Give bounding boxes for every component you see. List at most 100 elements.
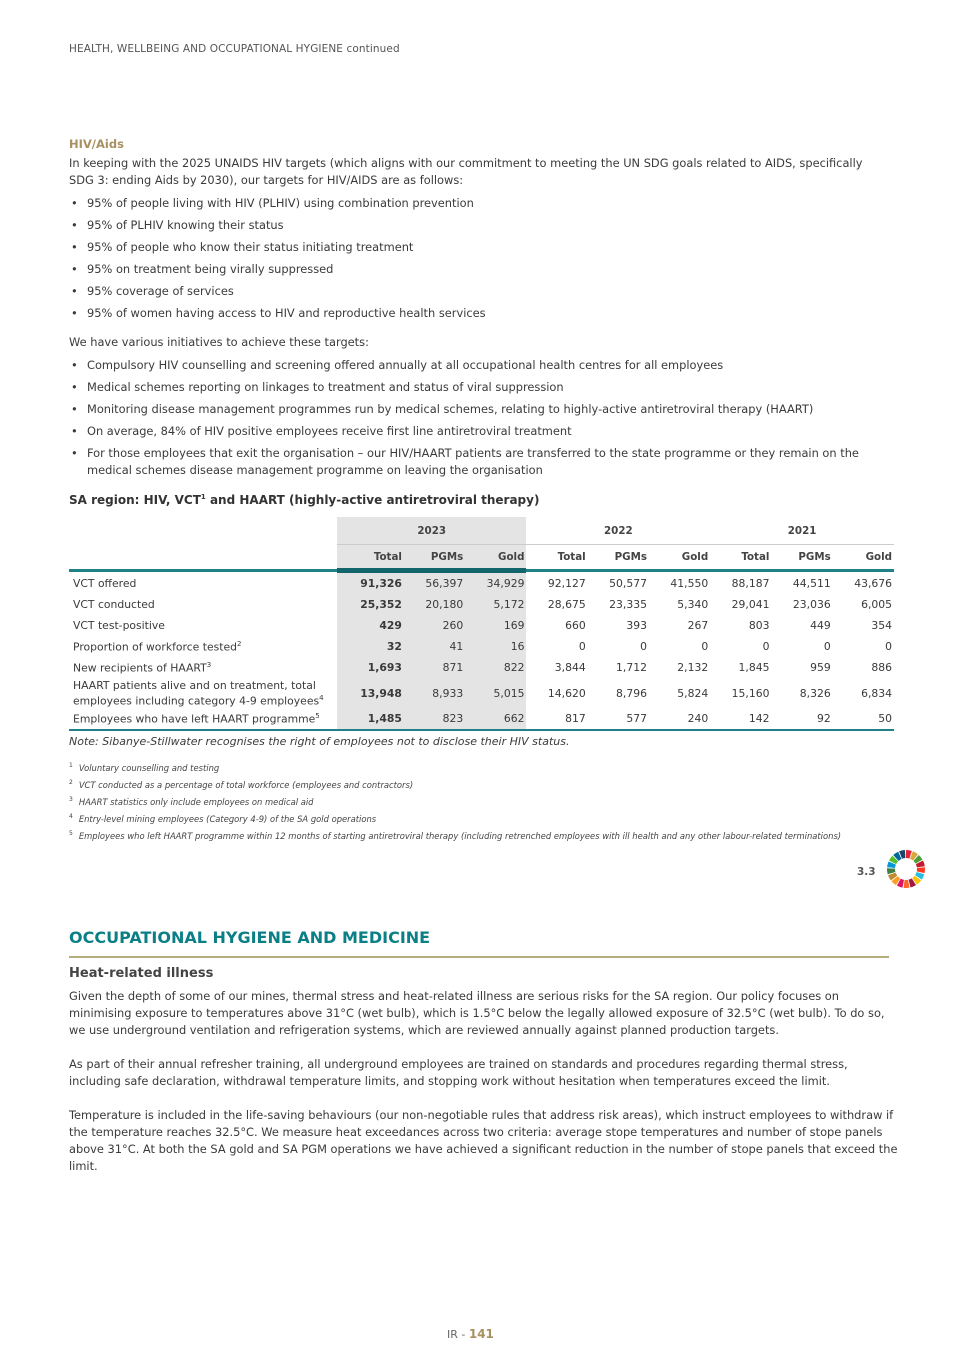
table-title-sup: 1 <box>200 493 206 501</box>
table-cell: 0 <box>701 640 709 653</box>
table-cell: 822 <box>465 657 527 678</box>
paragraph: As part of their annual refresher traini… <box>69 1057 848 1088</box>
initiative-item: For those employees that exit the organi… <box>69 445 889 479</box>
footnote-number: 2 <box>69 779 73 786</box>
initiative-item: Monitoring disease management programmes… <box>69 401 889 418</box>
table-cell: 14,620 <box>547 686 586 700</box>
row-label-text: New recipients of HAART <box>73 661 207 675</box>
sdg-wheel-segment <box>913 854 923 864</box>
table-cell: 91,326 <box>337 570 404 594</box>
column-header: PGMs <box>771 544 833 572</box>
table-cell: 32 <box>337 636 404 657</box>
target-item: 95% coverage of services <box>69 283 889 300</box>
row-label: Employees who have left HAART programme5 <box>69 708 337 731</box>
table-cell: 2,132 <box>677 661 709 674</box>
table-cell: 871 <box>403 657 466 678</box>
table-cell: 88,187 <box>731 576 770 590</box>
initiative-item: Medical schemes reporting on linkages to… <box>69 379 889 396</box>
table-cell: 577 <box>587 708 649 731</box>
page-prefix: IR - <box>447 1328 469 1341</box>
table-cell: 41,550 <box>670 576 709 590</box>
initiatives-list: Compulsory HIV counselling and screening… <box>69 357 889 479</box>
footnote: 1 Voluntary counselling and testing <box>69 760 878 774</box>
footnote-text: Employees who left HAART programme withi… <box>78 830 842 841</box>
hiv-table: 2023 2022 2021 Total PGMs Gold Total PGMs Gol… <box>69 517 894 731</box>
sdg-wheel-segment <box>888 872 898 881</box>
row-label: VCT test-positive <box>69 615 337 636</box>
table-cell: 393 <box>626 619 647 632</box>
table-cell: 44,511 <box>792 576 831 590</box>
table-cell: 20,180 <box>403 594 466 615</box>
table-row: Proportion of workforce tested2 32 41 16 0 0 0… <box>69 636 894 657</box>
table-cell: 56,397 <box>403 570 466 594</box>
table-cell: 28,675 <box>547 598 586 611</box>
sdg-wheel-segment <box>888 855 899 865</box>
table-row: VCT test-positive 429 260 169 660 393 267 803 44… <box>69 615 894 636</box>
page-number: IR - 141 <box>447 1327 494 1341</box>
footnote: 5 Employees who left HAART programme with… <box>69 828 878 842</box>
column-header: PGMs <box>587 544 649 572</box>
table-cell: 0 <box>885 640 892 653</box>
table-cell: 662 <box>465 708 527 731</box>
sdg-target-number: 3.3 <box>857 866 876 878</box>
table-cell: 8,933 <box>403 678 466 708</box>
table-cell: 43,676 <box>854 576 892 590</box>
hiv-section: HIV/Aids In keeping with the 2025 UNAIDS… <box>69 137 889 484</box>
row-label: HAART patients alive and on treatment, t… <box>69 678 337 708</box>
blank-header <box>69 544 337 572</box>
row-label: Proportion of workforce tested2 <box>69 636 337 657</box>
table-cell: 3,844 <box>554 661 586 674</box>
sdg-wheel-segment <box>896 878 904 888</box>
table-title-text: SA region: HIV, VCT <box>69 493 201 507</box>
subheading: Heat-related illness <box>69 966 214 981</box>
target-item: 95% of PLHIV knowing their status <box>69 217 889 234</box>
sdg-wheel-segment <box>916 867 925 874</box>
column-header: Gold <box>832 544 894 572</box>
sdg-wheel-icon <box>887 850 925 888</box>
table-cell: 354 <box>871 619 892 632</box>
table-row: VCT conducted 25,352 20,180 5,172 28,675 23,3… <box>69 594 894 615</box>
table-cell: 29,041 <box>731 598 770 611</box>
table-cell: 240 <box>648 708 711 731</box>
blank-header <box>69 517 337 545</box>
table-cell: 449 <box>810 619 831 632</box>
targets-list: 95% of people living with HIV (PLHIV) us… <box>69 195 889 322</box>
column-header: Total <box>526 544 588 572</box>
year-header-row: 2023 2022 2021 <box>69 517 894 545</box>
column-header: Total <box>337 544 404 573</box>
footnote: 4 Entry-level mining employees (Category … <box>69 811 878 825</box>
running-header: HEALTH, WELLBEING AND OCCUPATIONAL HYGIE… <box>69 43 400 55</box>
sdg-wheel-segment <box>915 860 925 868</box>
table-cell: 1,845 <box>738 661 770 674</box>
table-cell: 0 <box>640 640 647 653</box>
table-cell: 959 <box>810 661 831 674</box>
table-cell: 15,160 <box>731 686 770 700</box>
sdg-wheel-segment <box>891 876 901 886</box>
table-cell: 5,340 <box>677 598 709 611</box>
table-cell: 6,834 <box>861 686 892 700</box>
footnote-text: Voluntary counselling and testing <box>78 762 220 773</box>
footnote-ref: 2 <box>236 639 242 648</box>
footnote-number: 1 <box>69 762 73 769</box>
target-item: 95% of people living with HIV (PLHIV) us… <box>69 195 889 212</box>
row-label: VCT conducted <box>69 594 337 615</box>
table-row: HAART patients alive and on treatment, t… <box>69 678 894 708</box>
paragraph: Temperature is included in the life-savi… <box>69 1108 898 1173</box>
table-cell: 1,485 <box>337 708 404 731</box>
footnote-number: 5 <box>69 830 73 837</box>
year-2021: 2021 <box>710 517 894 545</box>
footnote-number: 3 <box>69 796 73 803</box>
table-cell: 92,127 <box>547 576 586 590</box>
sdg-wheel-segment <box>906 850 912 859</box>
column-header: Total <box>710 544 772 572</box>
table-cell: 50,577 <box>609 576 647 590</box>
table-cell: 50 <box>832 708 894 731</box>
table-cell: 1,693 <box>337 657 404 678</box>
paragraph: Given the depth of some of our mines, th… <box>69 989 885 1037</box>
sdg-wheel-segment <box>908 878 917 888</box>
table-cell: 0 <box>578 640 586 653</box>
year-2023: 2023 <box>337 517 527 545</box>
table-row: New recipients of HAART3 1,693 871 822 3,844… <box>69 657 894 678</box>
footnote-text: HAART statistics only include employees … <box>78 796 314 807</box>
table-cell: 41 <box>403 636 466 657</box>
